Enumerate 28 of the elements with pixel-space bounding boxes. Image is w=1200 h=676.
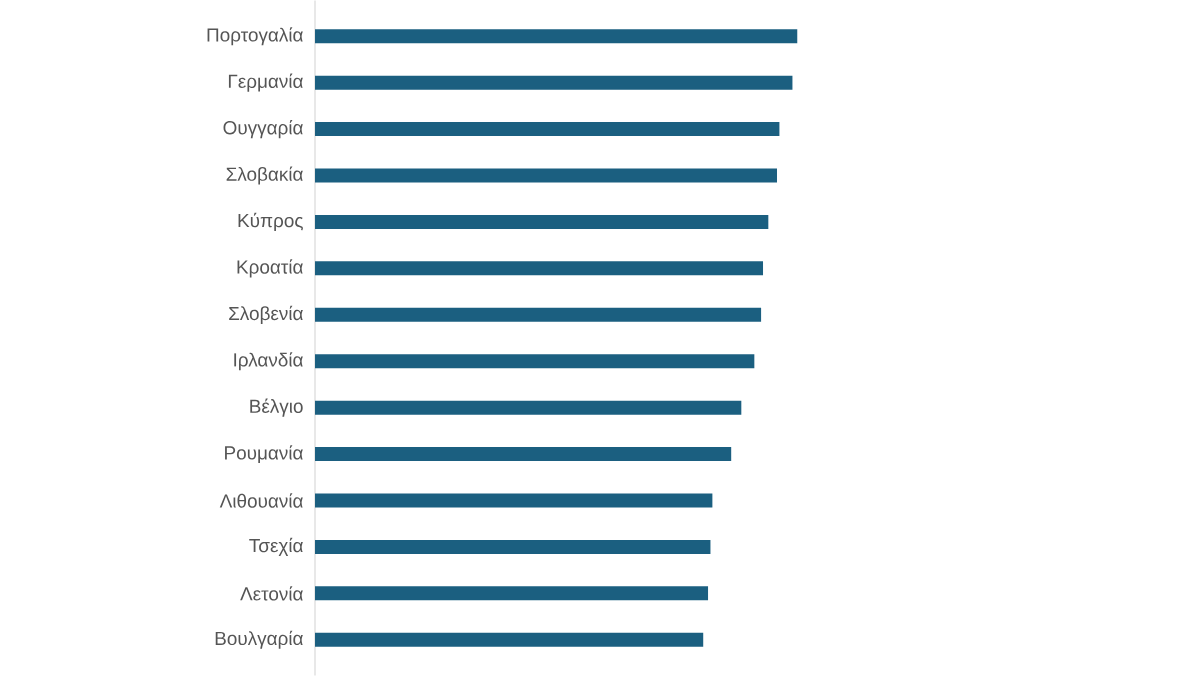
y-tick-label: Τσεχία bbox=[249, 537, 303, 557]
bar bbox=[315, 493, 713, 508]
bar bbox=[315, 29, 798, 44]
y-tick-label: Λιθουανία bbox=[219, 493, 303, 508]
bar bbox=[315, 75, 793, 90]
bar bbox=[315, 122, 780, 137]
bar bbox=[315, 447, 732, 462]
bar bbox=[315, 632, 704, 647]
y-tick-label: Βουλγαρία bbox=[215, 630, 303, 649]
y-tick-label: Πορτογαλία bbox=[207, 27, 303, 46]
bar bbox=[315, 400, 742, 415]
bar bbox=[315, 586, 709, 601]
bar bbox=[315, 214, 769, 229]
bar bbox=[315, 168, 778, 183]
y-tick-label: Σλοβενία bbox=[229, 305, 303, 324]
bar bbox=[315, 539, 711, 554]
y-tick-label: Λετονία bbox=[240, 586, 303, 601]
bar bbox=[315, 307, 762, 322]
y-tick-label: Ρουμανία bbox=[225, 445, 303, 464]
y-tick-label: Κροατία bbox=[237, 259, 303, 278]
y-tick-label: Σλοβακία bbox=[226, 166, 303, 185]
bar bbox=[315, 261, 764, 276]
y-tick-label: Ουγγαρία bbox=[223, 120, 303, 139]
y-tick-label: Ιρλανδία bbox=[234, 352, 303, 371]
y-tick-label: Κύπρος bbox=[238, 212, 303, 232]
bar bbox=[315, 354, 755, 369]
y-tick-label: Βέλγιο bbox=[250, 398, 303, 417]
y-tick-label: Γερμανία bbox=[228, 73, 303, 92]
